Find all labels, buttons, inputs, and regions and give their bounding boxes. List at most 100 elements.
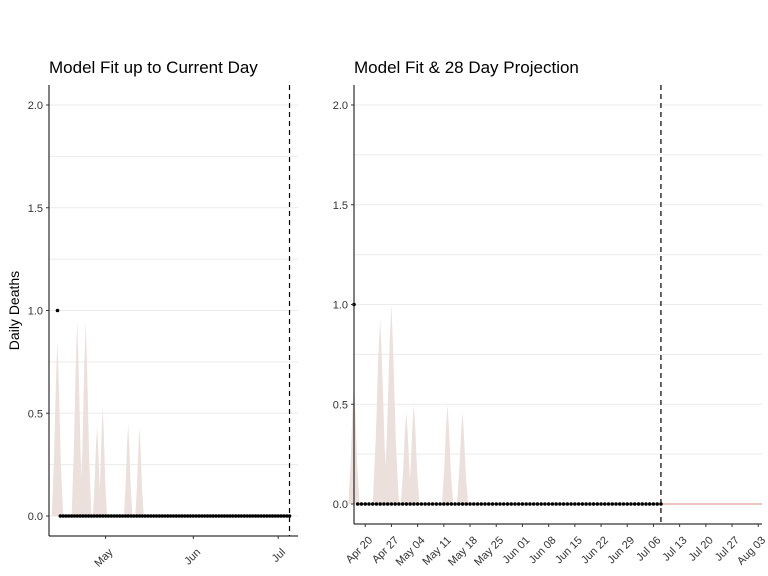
data-point (262, 514, 266, 518)
x-tick-label: Jul (270, 546, 288, 564)
data-point (569, 502, 573, 506)
x-tick-label: Aug 03 (735, 534, 768, 567)
model-ribbon (383, 304, 399, 504)
data-point (222, 514, 227, 518)
data-point (228, 514, 232, 518)
chart-title: Model Fit & 28 Day Projection (354, 58, 579, 77)
data-point (655, 502, 659, 506)
data-point (531, 502, 536, 506)
y-tick-label: 1.0 (28, 306, 43, 318)
data-point (194, 514, 198, 518)
data-point (498, 502, 502, 506)
data-point (214, 514, 218, 518)
data-point (516, 502, 521, 506)
model-ribbon (456, 412, 469, 504)
data-point (617, 502, 622, 506)
data-point (242, 514, 247, 518)
data-point (151, 514, 156, 518)
y-tick-label: 0.0 (333, 499, 348, 511)
chart-title: Model Fit up to Current Day (49, 58, 258, 77)
data-point (400, 502, 405, 506)
data-point (355, 502, 360, 506)
data-point (471, 502, 476, 506)
data-point (287, 514, 292, 518)
y-tick-label: 1.5 (333, 200, 348, 212)
data-point (602, 502, 607, 506)
data-point (599, 502, 603, 506)
data-point (279, 514, 283, 518)
data-point (154, 514, 159, 518)
model-ribbon (92, 425, 102, 516)
data-point (103, 514, 108, 518)
data-point (273, 514, 278, 518)
data-point (69, 514, 74, 518)
data-point (460, 502, 465, 506)
data-point (115, 514, 119, 518)
data-point (67, 514, 71, 518)
data-point (143, 514, 148, 518)
x-tick-label: Jun 29 (605, 534, 637, 566)
model-ribbon (135, 427, 144, 516)
x-tick-label: Jun (182, 546, 203, 567)
data-point (259, 514, 264, 518)
data-point (129, 514, 133, 518)
data-point (117, 514, 122, 518)
data-point (573, 502, 577, 506)
data-point (202, 514, 207, 518)
data-point (565, 502, 570, 506)
data-point (561, 502, 566, 506)
data-point (89, 514, 94, 518)
data-point (629, 502, 633, 506)
x-tick-label: May 25 (472, 534, 506, 568)
data-point (610, 502, 615, 506)
data-point (137, 514, 142, 518)
data-point (199, 514, 204, 518)
data-point (621, 502, 626, 506)
model-ribbon (71, 320, 83, 516)
y-tick-label: 1.5 (28, 203, 43, 215)
data-point (419, 502, 424, 506)
data-point (434, 502, 439, 506)
data-point (486, 502, 491, 506)
data-point (370, 502, 375, 506)
data-point (415, 502, 420, 506)
data-point (106, 514, 111, 518)
model-ribbon (123, 423, 133, 516)
data-point (109, 514, 114, 518)
data-point (442, 502, 446, 506)
data-point (546, 502, 551, 506)
data-point (270, 514, 275, 518)
data-point (72, 514, 77, 518)
x-tick-label: May 04 (394, 534, 428, 568)
data-point (95, 514, 99, 518)
x-tick-label: Jun 01 (501, 534, 533, 566)
data-point (120, 514, 125, 518)
data-point (92, 514, 97, 518)
data-point (174, 514, 179, 518)
data-point (483, 502, 487, 506)
data-point (78, 514, 82, 518)
data-point (64, 514, 68, 518)
data-point (83, 514, 88, 518)
data-point (245, 514, 249, 518)
data-point (208, 514, 213, 518)
model-ribbon (408, 404, 420, 504)
data-point (397, 502, 401, 506)
data-point (378, 502, 383, 506)
data-point (475, 502, 480, 506)
model-ribbon (400, 412, 413, 504)
x-tick-label: Jul 06 (634, 534, 663, 563)
data-point (445, 502, 450, 506)
data-point (644, 502, 648, 506)
data-point (636, 502, 641, 506)
data-point (367, 502, 371, 506)
data-point (236, 514, 241, 518)
data-point (539, 502, 543, 506)
data-point (389, 502, 394, 506)
model-ribbon (98, 407, 108, 516)
data-point (123, 514, 128, 518)
data-point (457, 502, 461, 506)
data-point (112, 514, 116, 518)
data-point (140, 514, 145, 518)
data-point (205, 514, 210, 518)
